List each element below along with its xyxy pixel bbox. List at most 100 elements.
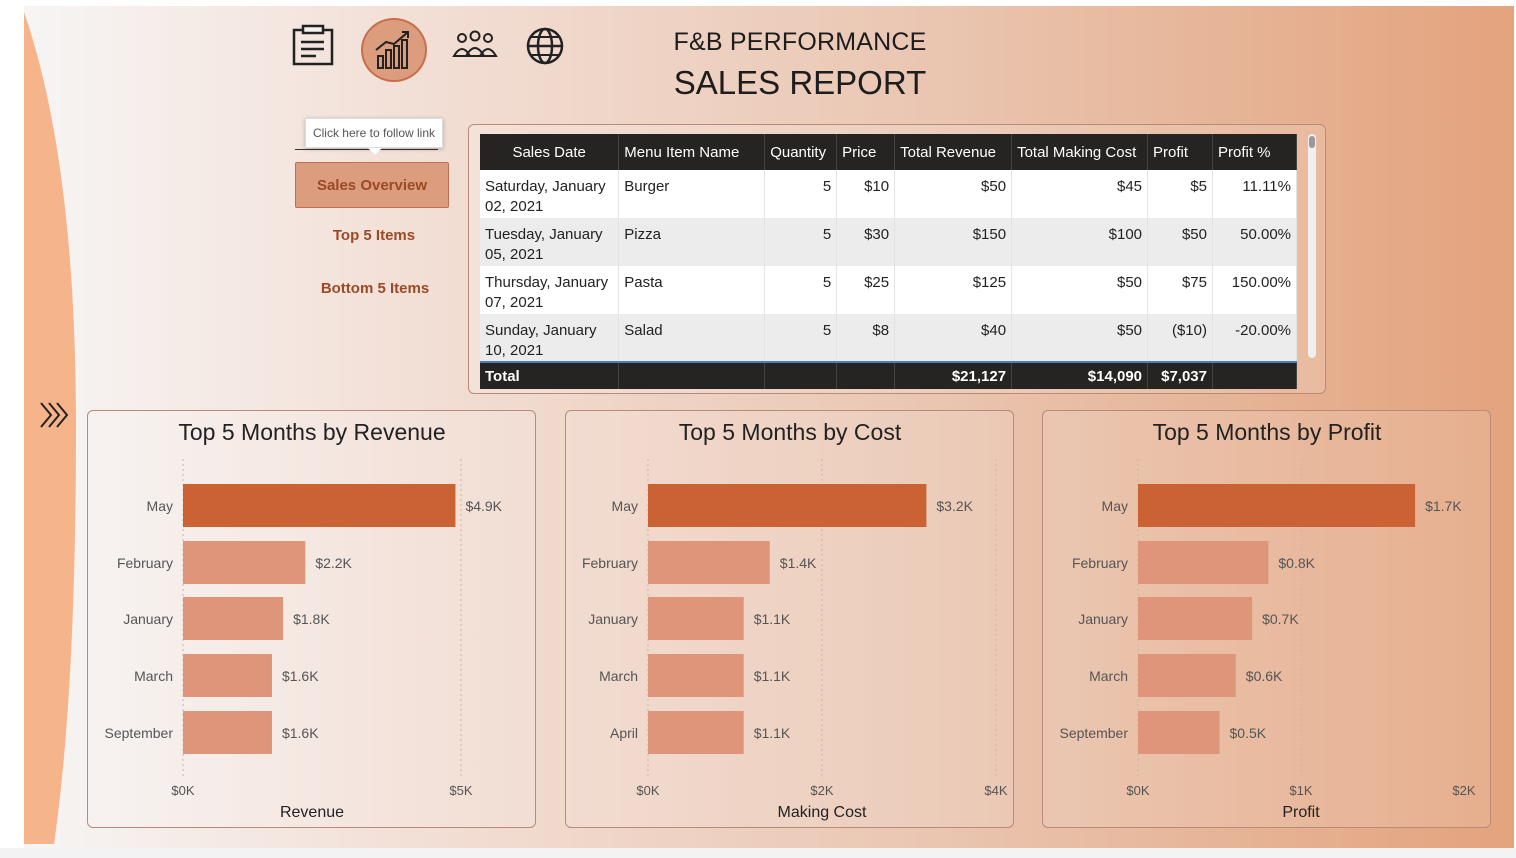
table-cell: $5	[1147, 170, 1213, 218]
column-header[interactable]: Sales Date	[480, 134, 620, 170]
table-cell: ($10)	[1147, 314, 1213, 362]
table-row[interactable]: Thursday, January 07, 2021 Pasta 5 $25 $125 $…	[480, 266, 1297, 314]
data-label: $1.7K	[1425, 498, 1462, 514]
x-axis-label: Making Cost	[778, 804, 867, 821]
bar	[1138, 654, 1236, 697]
table-header-row: Sales Date Menu Item Name Quantity Price Tot…	[480, 134, 1297, 170]
profit-chart-card: Top 5 Months by Profit $0K $1K $2K Profit May…	[1042, 410, 1491, 828]
table-cell: $50	[894, 170, 1013, 218]
bar	[183, 597, 284, 640]
total-cell: Total	[480, 361, 620, 389]
x-tick-label: $5K	[449, 783, 472, 798]
data-label: $0.5K	[1230, 725, 1267, 741]
x-tick-label: $0K	[636, 783, 659, 798]
expand-chevron-icon[interactable]	[38, 398, 72, 432]
total-cell	[618, 361, 766, 389]
x-tick-label: $1K	[1289, 783, 1312, 798]
bar	[1138, 597, 1253, 640]
bar	[1138, 711, 1220, 754]
chart-icon[interactable]	[361, 18, 427, 82]
bar	[1138, 484, 1416, 527]
table-cell: $125	[894, 266, 1013, 314]
header-subtitle: F&B PERFORMANCE	[673, 28, 927, 56]
data-label: $0.7K	[1262, 611, 1299, 627]
link-underline[interactable]	[295, 134, 438, 150]
x-axis-label: Profit	[1282, 804, 1320, 821]
side-panel-swoosh	[24, 12, 76, 844]
table-cell: Sunday, January 10, 2021	[480, 314, 620, 362]
people-icon[interactable]	[451, 22, 499, 70]
category-label: January	[588, 611, 638, 627]
top-5-items-button[interactable]: Top 5 Items	[332, 226, 416, 244]
table-cell: Pizza	[618, 218, 766, 266]
table-row[interactable]: Tuesday, January 05, 2021 Pizza 5 $30 $150 $1…	[480, 218, 1297, 266]
chart-title: Top 5 Months by Revenue	[178, 419, 445, 445]
bar	[648, 597, 744, 640]
column-header[interactable]: Profit %	[1212, 134, 1297, 170]
table-cell: -20.00%	[1212, 314, 1297, 362]
table-row[interactable]: Saturday, January 02, 2021 Burger 5 $10 $50 $…	[480, 170, 1297, 218]
x-tick-label: $0K	[171, 783, 194, 798]
column-header[interactable]: Menu Item Name	[618, 134, 766, 170]
column-header[interactable]: Quantity	[764, 134, 838, 170]
table-row[interactable]: Sunday, January 10, 2021 Salad 5 $8 $40 $50 ($…	[480, 314, 1297, 362]
data-label: $1.1K	[754, 725, 791, 741]
category-label: March	[134, 668, 173, 684]
category-label: March	[1089, 668, 1128, 684]
x-axis-label: Revenue	[280, 804, 344, 821]
table-cell: $75	[1147, 266, 1213, 314]
chart-svg: Top 5 Months by Cost $0K $2K $4K Making Cost…	[582, 419, 1008, 821]
category-label: May	[147, 498, 173, 514]
data-label: $1.6K	[282, 668, 319, 684]
data-label: $3.2K	[936, 498, 973, 514]
table-cell: 150.00%	[1212, 266, 1297, 314]
table-cell: $8	[836, 314, 896, 362]
bar	[648, 711, 744, 754]
sales-table: Sales Date Menu Item Name Quantity Price Tot…	[480, 134, 1297, 389]
data-label: $1.1K	[754, 668, 791, 684]
page-title: SALES REPORT	[673, 64, 927, 101]
table-cell: $25	[836, 266, 896, 314]
table-cell: $50	[1011, 314, 1149, 362]
table-cell: 5	[764, 170, 838, 218]
category-label: January	[1078, 611, 1128, 627]
category-label: February	[582, 555, 638, 571]
data-label: $1.8K	[293, 611, 330, 627]
bar	[183, 541, 306, 584]
bottom-margin	[0, 848, 1516, 858]
data-label: $1.1K	[754, 611, 791, 627]
table-cell: 5	[764, 218, 838, 266]
column-header[interactable]: Total Making Cost	[1011, 134, 1149, 170]
revenue-chart-card: Top 5 Months by Revenue $0K $5K Revenue May $…	[87, 410, 536, 828]
total-cell: $7,037	[1147, 361, 1213, 389]
table-cell: $10	[836, 170, 896, 218]
bottom-5-items-button[interactable]: Bottom 5 Items	[320, 279, 430, 297]
column-header[interactable]: Profit	[1147, 134, 1213, 170]
table-cell: $45	[1011, 170, 1149, 218]
top-margin	[0, 0, 1516, 6]
table-cell: 5	[764, 314, 838, 362]
table-scrollbar[interactable]	[1308, 134, 1316, 358]
column-header[interactable]: Price	[836, 134, 896, 170]
table-cell: Burger	[618, 170, 766, 218]
table-cell: $40	[894, 314, 1013, 362]
column-header[interactable]: Total Revenue	[894, 134, 1013, 170]
total-cell	[1212, 361, 1297, 389]
category-label: May	[1102, 498, 1128, 514]
table-cell: $50	[1147, 218, 1213, 266]
sales-overview-button[interactable]: Sales Overview	[295, 162, 449, 208]
bar	[648, 484, 927, 527]
right-margin	[1514, 0, 1516, 858]
globe-icon[interactable]	[521, 22, 569, 70]
data-label: $1.6K	[282, 725, 319, 741]
bar	[648, 654, 744, 697]
total-cell	[836, 361, 896, 389]
data-label: $0.6K	[1246, 668, 1283, 684]
category-label: September	[1060, 725, 1129, 741]
bar	[1138, 541, 1269, 584]
report-icon[interactable]	[289, 22, 337, 70]
chart-title: Top 5 Months by Cost	[679, 419, 902, 445]
table-cell: 11.11%	[1212, 170, 1297, 218]
category-label: January	[123, 611, 173, 627]
bar	[183, 654, 272, 697]
